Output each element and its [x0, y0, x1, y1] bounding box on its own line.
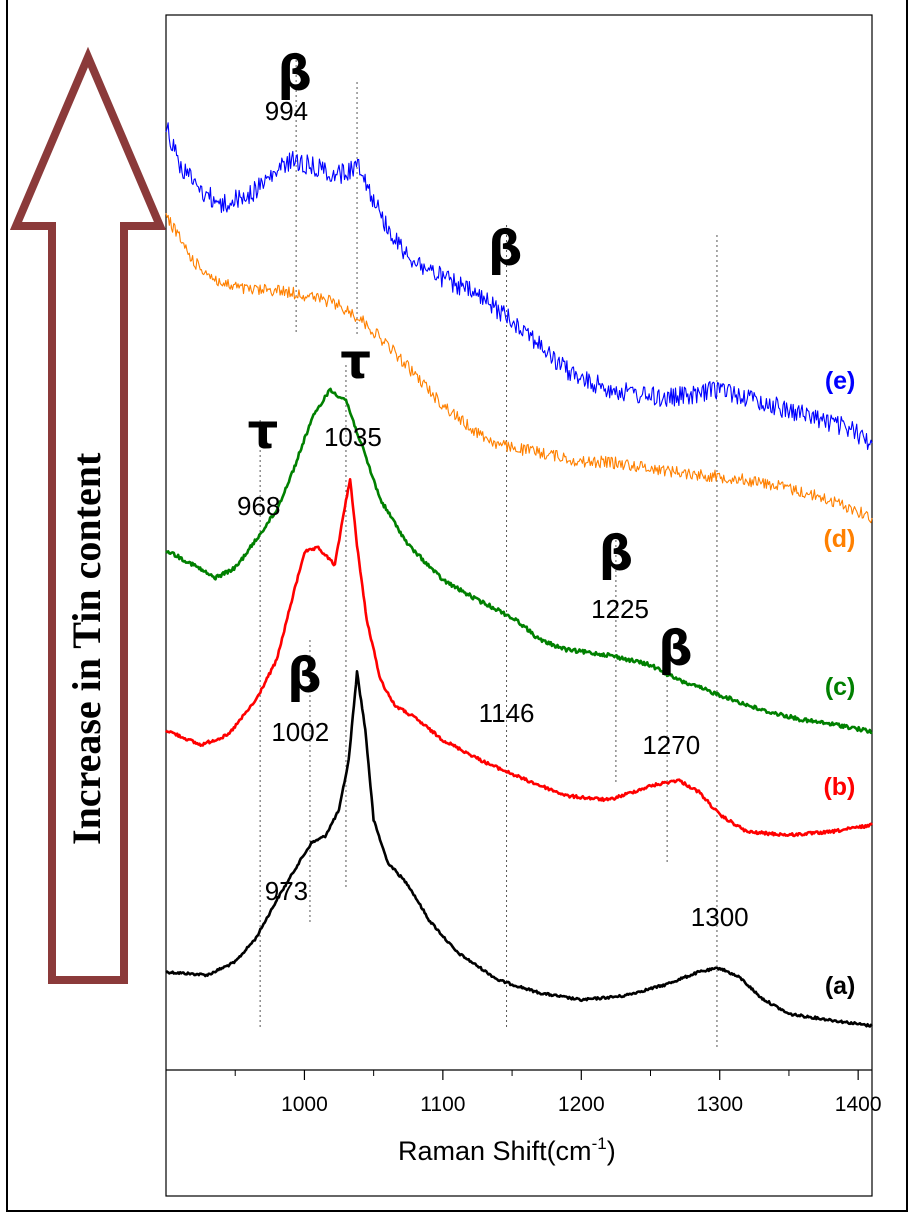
peak-labels: 994 1035 968 1225 1002 1146 1270 973 1300 [237, 96, 749, 932]
x-axis-ticks [234, 1070, 859, 1080]
x-axis-tick-labels: 1000 1100 1200 1300 1400 [281, 1093, 881, 1116]
phase-marker: β [278, 46, 312, 102]
series-labels: (a) (b) (c) (d) (e) [823, 367, 855, 1000]
x-tick-label: 1400 [835, 1093, 882, 1116]
phase-marker: β [287, 648, 321, 704]
x-axis-label: Raman Shift(cm-1) [398, 1134, 616, 1166]
peak-label: 973 [265, 876, 308, 906]
peak-label: 994 [265, 96, 308, 126]
series-label-a: (a) [825, 972, 856, 1000]
figure-frame [6, 0, 908, 1212]
arrow-label: Increase in Tin content [64, 452, 109, 845]
peak-label: 1225 [591, 594, 649, 624]
series-label-b: (b) [823, 773, 855, 801]
series-line-b [164, 477, 873, 838]
peak-label: 1146 [479, 698, 535, 728]
series-label-e: (e) [825, 367, 856, 395]
plot-frame [165, 14, 873, 1197]
series-label-d: (d) [823, 525, 855, 553]
series-line-d [165, 212, 873, 524]
phase-marker: β [658, 621, 692, 677]
series-line-e [165, 122, 873, 451]
peak-label: 1002 [271, 717, 329, 747]
peak-label: 1035 [324, 422, 382, 452]
x-tick-label: 1100 [420, 1093, 465, 1116]
phase-marker: β [599, 526, 633, 582]
peak-reference-lines [259, 60, 718, 1050]
peak-label: 968 [237, 491, 280, 521]
phase-marker: β [488, 221, 522, 277]
arrow-shape [9, 46, 167, 984]
x-tick-label: 1200 [558, 1093, 605, 1116]
phase-marker: τ [340, 334, 371, 390]
phase-marker: τ [248, 404, 279, 460]
x-tick-label: 1300 [696, 1093, 743, 1116]
series-line-a [165, 669, 873, 1028]
x-tick-label: 1000 [281, 1093, 328, 1116]
peak-label: 1300 [691, 902, 749, 932]
tin-content-arrow: Increase in Tin content [9, 46, 167, 984]
series-label-c: (c) [825, 673, 856, 701]
peak-label: 1270 [642, 730, 700, 760]
spectra-series [164, 122, 873, 1028]
series-line-c [165, 387, 873, 735]
